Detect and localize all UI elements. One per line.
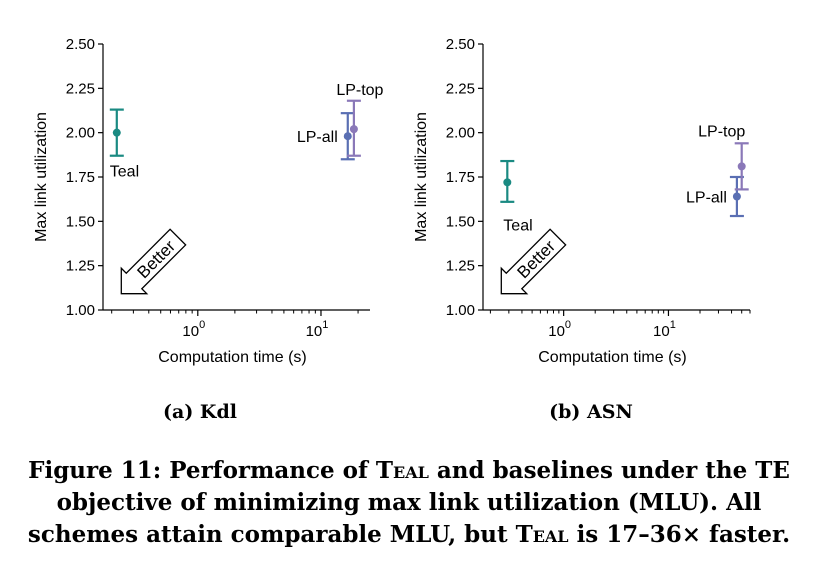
x-tick-label: 101 (306, 319, 329, 340)
series-lp-top: LP-top (698, 123, 749, 191)
data-point (732, 192, 741, 201)
y-axis-label: Max link utilization (33, 112, 50, 242)
better-arrow: Better (500, 228, 567, 295)
x-axis-label: Computation time (s) (158, 349, 307, 366)
y-tick-label: 1.50 (66, 213, 95, 230)
data-point (343, 132, 352, 141)
caption-teal-1: Teal (375, 457, 429, 484)
y-tick-label: 2.50 (446, 36, 475, 53)
series-lp-all: LP-all (297, 112, 355, 161)
data-point (112, 128, 121, 137)
series-label: Teal (110, 164, 139, 181)
series-teal: Teal (500, 159, 533, 234)
data-point (349, 125, 358, 134)
y-tick-label: 2.25 (66, 80, 95, 97)
figure-caption: Figure 11: Performance of Teal and basel… (0, 455, 818, 551)
sub-caption: (b) ASN (549, 401, 633, 423)
caption-teal-2: Teal (515, 521, 569, 548)
series-lp-top: LP-top (336, 82, 384, 157)
x-tick-label: 100 (548, 319, 571, 340)
series-label: LP-top (698, 123, 745, 140)
y-tick-label: 2.00 (66, 125, 95, 142)
data-point (737, 162, 746, 171)
x-axis-label: Computation time (s) (538, 349, 687, 366)
sub-caption: (a) Kdl (163, 401, 237, 423)
y-tick-label: 1.75 (66, 169, 95, 186)
series-lp-all: LP-all (686, 175, 744, 218)
series-label: LP-all (686, 190, 727, 207)
caption-tail: is 17–36× faster. (568, 521, 791, 548)
series-label: Teal (503, 217, 532, 234)
y-tick-label: 1.25 (446, 258, 475, 275)
better-arrow-shape (500, 228, 567, 295)
y-tick-label: 1.00 (66, 302, 95, 319)
x-tick-label: 101 (653, 319, 676, 340)
series-label: LP-all (297, 129, 338, 146)
caption-mid: and baselines under the TE objective of … (27, 457, 790, 548)
y-tick-label: 2.50 (66, 36, 95, 53)
y-tick-label: 2.25 (446, 80, 475, 97)
x-tick-label: 100 (182, 319, 205, 340)
y-tick-label: 1.50 (446, 213, 475, 230)
better-arrow-shape (120, 228, 187, 295)
y-axis-label: Max link utilization (413, 112, 430, 242)
y-tick-label: 1.25 (66, 258, 95, 275)
series-teal: Teal (109, 108, 139, 181)
panel-kdl: 1.00 1.25 1.50 1.75 2.00 2.25 2.50 100 101 Comput… (33, 36, 384, 423)
y-tick-label: 1.75 (446, 169, 475, 186)
y-tick-label: 1.00 (446, 302, 475, 319)
series-label: LP-top (336, 82, 383, 99)
y-tick-label: 2.00 (446, 125, 475, 142)
caption-lead: Figure 11: Performance of (28, 457, 376, 484)
panel-asn: 1.00 1.25 1.50 1.75 2.00 2.25 2.50 100 101 Comput… (413, 36, 751, 423)
better-arrow: Better (120, 228, 187, 295)
data-point (503, 178, 512, 187)
